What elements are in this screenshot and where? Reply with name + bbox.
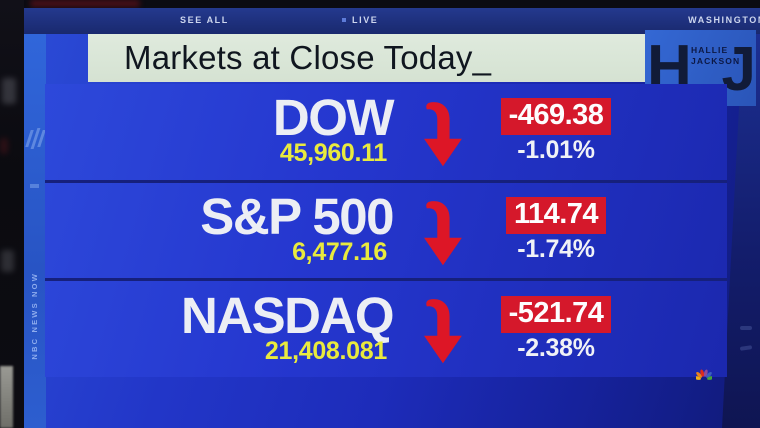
change-cell: -521.74 -2.38% xyxy=(481,295,631,363)
change-badge: -469.38 xyxy=(500,98,612,136)
see-all-label: SEE ALL xyxy=(180,15,229,25)
change-cell: 114.74 -1.74% xyxy=(481,197,631,264)
anchor-last-name: JACKSON xyxy=(691,56,741,66)
live-label: LIVE xyxy=(352,15,379,25)
nbc-peacock-icon xyxy=(696,369,712,380)
anchor-name: HALLIE JACKSON xyxy=(691,45,740,67)
index-name-cell: S&P 500 6,477.16 xyxy=(45,188,403,267)
markets-panel: DOW 45,960.11 -469.38 -1.01% S&P 500 6,4… xyxy=(45,84,727,377)
arrow-cell xyxy=(403,297,481,367)
arrow-cell xyxy=(403,100,481,170)
change-badge: -521.74 xyxy=(500,295,612,333)
percent-change: -2.38% xyxy=(517,333,595,362)
tv-screen: SEE ALL LIVE WASHINGTON NBC NEWS NOW Mar… xyxy=(24,8,760,428)
network-side-rail: NBC NEWS NOW xyxy=(24,34,46,428)
headline-title: Markets at Close Today_ xyxy=(124,39,492,76)
index-close-value: 45,960.11 xyxy=(279,139,387,168)
index-name: DOW xyxy=(272,89,395,147)
headline-banner: Markets at Close Today_ xyxy=(88,34,645,82)
down-arrow-icon xyxy=(424,200,462,265)
ticker-top-bar: SEE ALL LIVE WASHINGTON xyxy=(24,8,760,34)
index-close-value: 21,408.081 xyxy=(264,336,387,365)
screen-reflection xyxy=(739,345,753,351)
index-name-cell: DOW 45,960.11 xyxy=(45,89,403,168)
location-label: WASHINGTON xyxy=(688,15,760,25)
percent-change: -1.01% xyxy=(517,136,595,165)
nbc-news-now-logo-icon xyxy=(25,128,46,149)
percent-change: -1.74% xyxy=(517,235,595,263)
background-red-blur xyxy=(0,138,8,154)
screen-reflection xyxy=(740,326,752,330)
live-dot-icon xyxy=(342,18,346,22)
down-arrow-icon xyxy=(424,102,462,167)
index-close-value: 6,477.16 xyxy=(292,237,387,266)
arrow-cell xyxy=(403,199,481,269)
down-arrow-icon xyxy=(424,299,462,364)
background-red-blur xyxy=(30,0,140,7)
anchor-first-name: HALLIE xyxy=(691,45,729,55)
background-light-blur xyxy=(1,250,14,272)
change-cell: -469.38 -1.01% xyxy=(481,98,631,165)
rail-dash-icon xyxy=(30,184,39,188)
market-row-dow: DOW 45,960.11 -469.38 -1.01% xyxy=(45,84,727,183)
market-row-sp500: S&P 500 6,477.16 114.74 -1.74% xyxy=(45,183,727,282)
background-light-blur xyxy=(2,78,16,104)
index-name: NASDAQ xyxy=(180,286,395,344)
network-label: NBC NEWS NOW xyxy=(30,272,39,360)
studio-wall-edge xyxy=(0,366,13,428)
studio-background xyxy=(0,0,24,428)
index-name-cell: NASDAQ 21,408.081 xyxy=(45,286,403,366)
market-row-nasdaq: NASDAQ 21,408.081 -521.74 -2.38% xyxy=(45,281,727,377)
index-name: S&P 500 xyxy=(200,188,394,246)
change-badge: 114.74 xyxy=(505,197,607,234)
monogram-j: J xyxy=(721,35,756,104)
